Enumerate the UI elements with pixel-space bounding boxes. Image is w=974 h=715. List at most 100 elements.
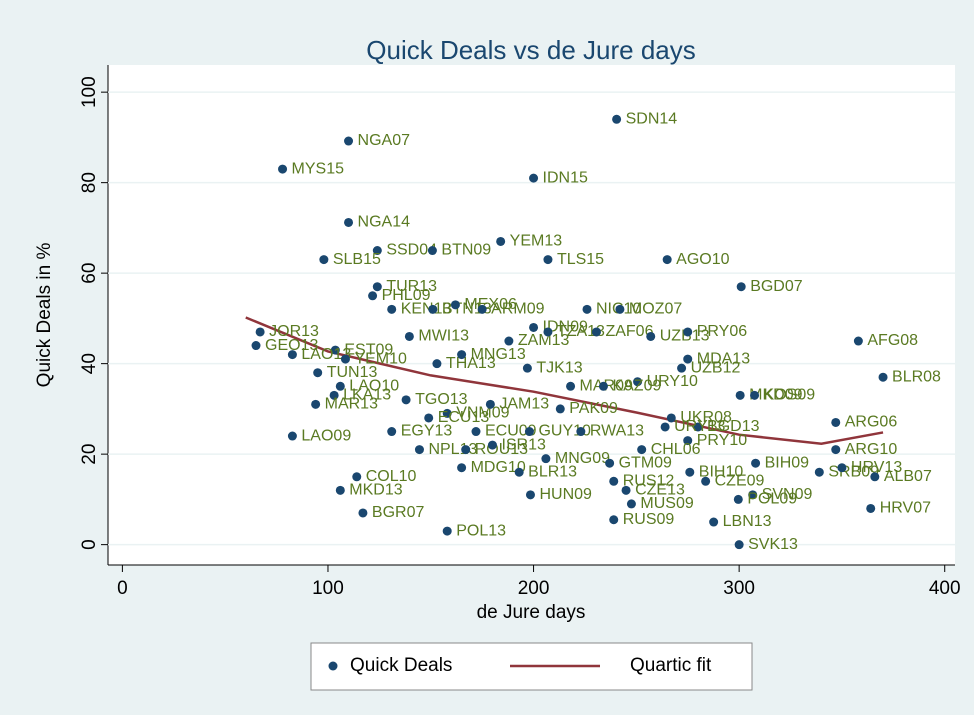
point-label: MYS15	[292, 160, 345, 177]
point	[442, 408, 452, 418]
x-axis-label: de Jure days	[477, 602, 586, 623]
point	[424, 413, 434, 423]
point-label: YEM13	[510, 233, 563, 250]
point-label: BLR13	[528, 463, 577, 480]
point	[683, 436, 693, 446]
point	[278, 164, 288, 174]
point	[525, 490, 535, 500]
point-label: BTN09	[441, 242, 491, 259]
point	[524, 427, 534, 437]
point-label: YEM10	[354, 350, 407, 367]
point-label: UZB13	[660, 328, 710, 345]
point	[352, 472, 362, 482]
point-label: GUY10	[538, 423, 591, 440]
point	[677, 363, 687, 373]
point	[870, 472, 880, 482]
point-label: KOS09	[764, 387, 816, 404]
point-label: TLS15	[557, 251, 604, 268]
point	[344, 136, 354, 146]
point-label: SLB15	[333, 251, 381, 268]
point	[566, 381, 576, 391]
point	[598, 381, 608, 391]
point	[646, 331, 656, 341]
point-label: POL09	[747, 491, 797, 508]
point-label: MKD13	[349, 482, 402, 499]
point-label: PRY06	[697, 323, 748, 340]
point-label: PHL09	[382, 287, 431, 304]
point	[612, 114, 622, 124]
x-tick-label: 400	[929, 578, 961, 599]
x-tick-label: 100	[312, 578, 344, 599]
point-label: BGD13	[707, 418, 760, 435]
x-tick-label: 300	[723, 578, 755, 599]
point	[529, 322, 539, 332]
point	[748, 490, 758, 500]
point-label: GTM09	[619, 454, 672, 471]
point-label: MUS09	[640, 495, 693, 512]
point	[287, 350, 297, 360]
point	[591, 327, 601, 337]
point	[831, 445, 841, 455]
point	[504, 336, 514, 346]
point	[626, 499, 636, 509]
point-label: MDG10	[471, 459, 526, 476]
point	[609, 515, 619, 525]
point	[605, 458, 615, 468]
point-label: AGO10	[676, 251, 729, 268]
point	[311, 399, 321, 409]
point	[335, 381, 345, 391]
point-label: CHL06	[651, 441, 701, 458]
chart-title: Quick Deals vs de Jure days	[366, 35, 695, 65]
point	[358, 508, 368, 518]
y-axis-label: Quick Deals in %	[34, 243, 55, 388]
point	[457, 350, 467, 360]
point-label: SDN14	[626, 111, 678, 128]
point	[313, 368, 323, 378]
point-label: HRV07	[880, 500, 931, 517]
legend-label: Quick Deals	[350, 655, 452, 676]
x-tick-label: 200	[518, 578, 550, 599]
point-label: LAO09	[301, 427, 351, 444]
point-label: THA13	[446, 355, 496, 372]
point	[609, 476, 619, 486]
point-label: SSD04	[386, 242, 437, 259]
point	[450, 300, 460, 310]
point-label: RWA13	[590, 423, 644, 440]
point-label: MNG09	[555, 450, 610, 467]
legend-label: Quartic fit	[630, 655, 712, 676]
point-label: SVN09	[762, 486, 813, 503]
point-label: KAZ09	[612, 377, 661, 394]
plot-area	[108, 65, 955, 565]
point-label: HRV13	[851, 459, 902, 476]
point	[814, 467, 824, 477]
point-label: RUS12	[623, 473, 675, 490]
point	[401, 395, 411, 405]
point	[529, 173, 539, 183]
point	[734, 540, 744, 550]
point	[733, 494, 743, 504]
y-tick-label: 60	[79, 263, 100, 284]
point-label: NGA14	[358, 214, 411, 231]
point-label: ARG10	[845, 441, 898, 458]
point-label: URY13	[674, 418, 725, 435]
point	[621, 485, 631, 495]
point	[414, 445, 424, 455]
point-label: NGA07	[358, 132, 411, 149]
point	[685, 467, 695, 477]
point	[477, 304, 487, 314]
point	[485, 399, 495, 409]
point-label: TGO13	[415, 391, 468, 408]
point	[387, 304, 397, 314]
point-label: CZE13	[635, 482, 685, 499]
point	[461, 445, 471, 455]
point-label: BIH09	[765, 454, 810, 471]
point-label: BGD07	[750, 278, 803, 295]
point-label: COL10	[366, 468, 417, 485]
point	[387, 427, 397, 437]
point	[615, 304, 625, 314]
point-label: CZE09	[715, 473, 765, 490]
point-label: RUS09	[623, 511, 675, 528]
point-label: PAK09	[569, 400, 618, 417]
point-label: JAM13	[499, 396, 549, 413]
